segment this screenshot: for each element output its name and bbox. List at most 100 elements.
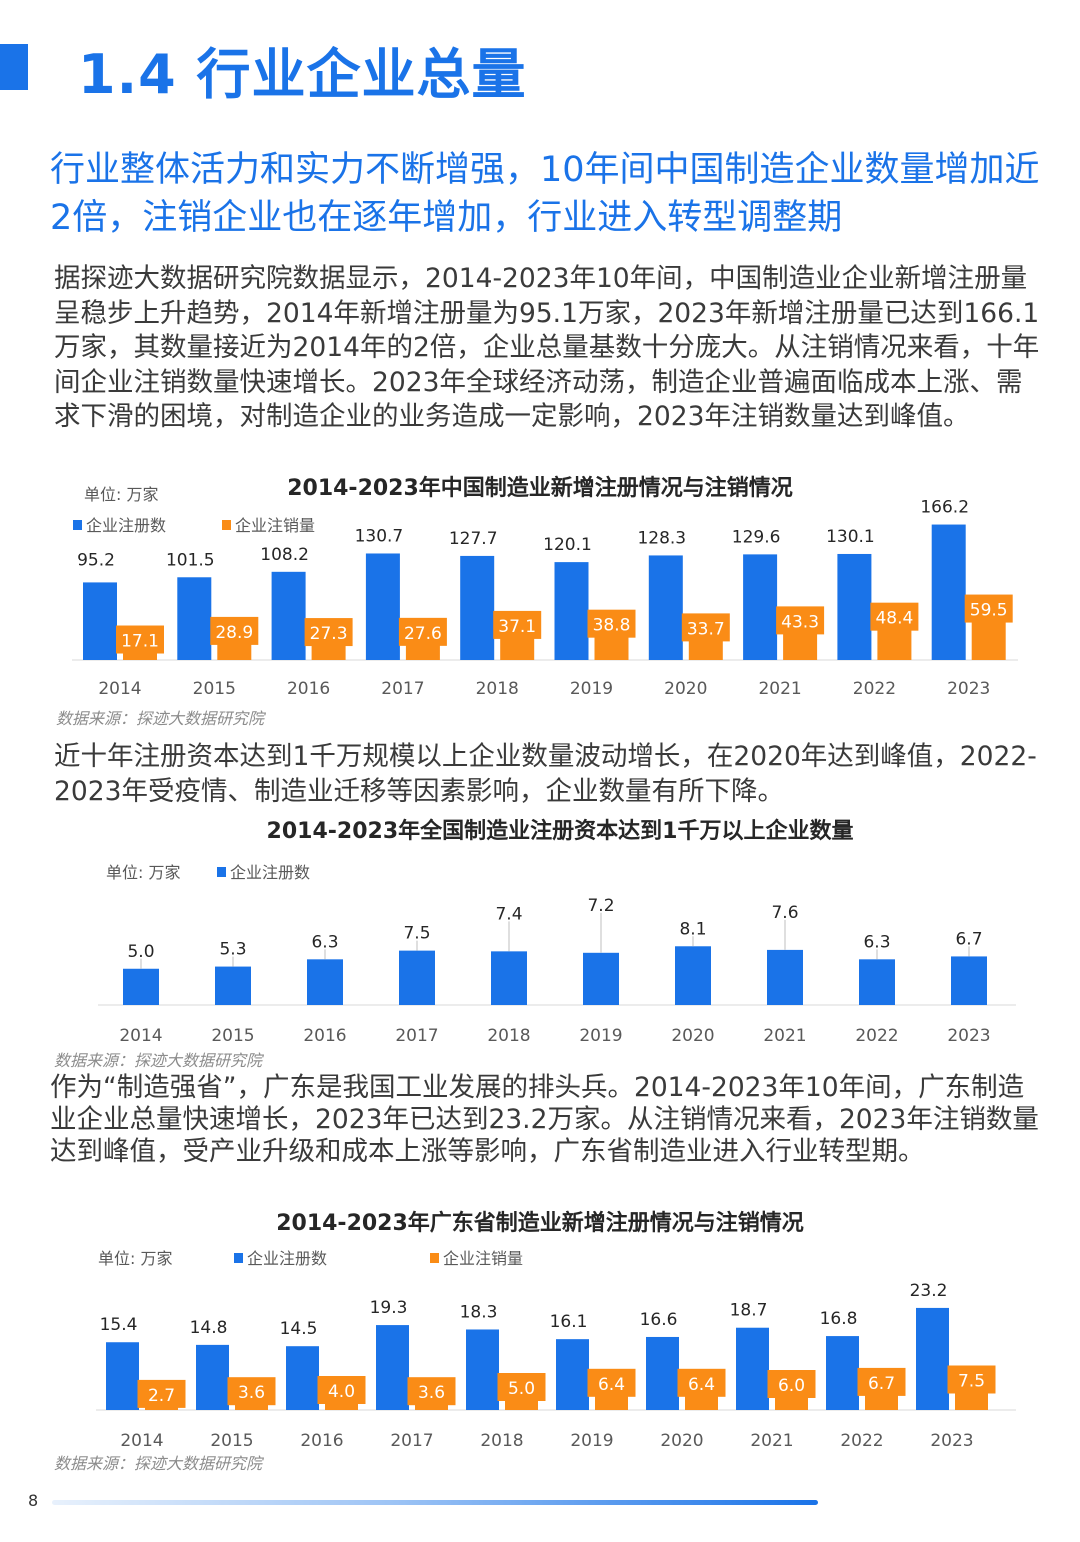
unit-label: 单位: 万家 xyxy=(98,1249,172,1268)
value-badge-cancellations xyxy=(677,1368,726,1397)
bar-registrations xyxy=(556,1339,589,1410)
heading-accent-bar xyxy=(0,44,28,90)
unit-label: 单位: 万家 xyxy=(106,863,180,882)
value-badge-cancellations xyxy=(870,602,919,631)
bar-registrations xyxy=(271,571,306,660)
legend-label: 企业注册数 xyxy=(247,1249,327,1268)
x-tick-label: 2023 xyxy=(930,1431,973,1451)
legend-label: 企业注册数 xyxy=(230,863,310,882)
bar-registrations xyxy=(931,524,966,660)
x-tick-label: 2017 xyxy=(390,1431,433,1451)
source-note: 数据来源：探迹大数据研究院 xyxy=(54,1051,265,1070)
value-badge-cancellations xyxy=(497,1373,546,1401)
paragraph-3: 作为“制造强省”，广东是我国工业发展的排头兵。2014-2023年10年间，广东… xyxy=(50,1072,1039,1167)
value-label-registrations: 16.6 xyxy=(640,1310,678,1330)
bar-registrations xyxy=(554,562,589,660)
legend-label: 企业注销量 xyxy=(235,516,315,535)
value-label-registrations: 18.3 xyxy=(460,1302,498,1322)
value-label-cancellations: 38.8 xyxy=(593,616,631,636)
bar-registrations xyxy=(399,950,435,1005)
value-label-registrations: 108.2 xyxy=(260,545,309,565)
value-badge-cancellations xyxy=(317,1376,366,1404)
value-label-registrations: 166.2 xyxy=(920,498,969,518)
value-badge-cancellations xyxy=(227,1377,276,1406)
page-number: 8 xyxy=(28,1491,39,1510)
legend-swatch-registrations xyxy=(217,867,226,877)
bar-registrations xyxy=(307,959,343,1005)
legend-swatch-cancellations xyxy=(430,1253,439,1263)
value-badge-cancellations xyxy=(137,1379,186,1408)
value-badge-cancellations xyxy=(398,617,447,646)
x-tick-label: 2018 xyxy=(487,1026,530,1046)
bar-registrations xyxy=(123,968,159,1005)
value-badge-cancellations xyxy=(964,594,1013,623)
x-tick-label: 2022 xyxy=(855,1026,898,1046)
bar-registrations xyxy=(491,951,527,1005)
x-tick-label: 2022 xyxy=(840,1431,883,1451)
bar-registrations xyxy=(286,1346,319,1410)
value-label-cancellations: 33.7 xyxy=(687,619,725,639)
value-label-registrations: 16.8 xyxy=(820,1309,858,1329)
x-tick-label: 2016 xyxy=(300,1431,343,1451)
chart-title: 2014-2023年中国制造业新增注册情况与注销情况 xyxy=(287,475,793,501)
x-tick-label: 2015 xyxy=(193,679,236,699)
value-label-cancellations: 6.7 xyxy=(868,1374,895,1394)
value-badge-cancellations xyxy=(681,613,730,642)
x-tick-label: 2018 xyxy=(476,679,519,699)
value-badge-cancellations xyxy=(767,1370,816,1398)
value-label-registrations: 130.1 xyxy=(826,527,875,547)
value-label-cancellations: 6.0 xyxy=(778,1376,805,1396)
x-tick-label: 2023 xyxy=(947,679,990,699)
value-label-registrations: 5.0 xyxy=(127,942,154,962)
paragraph-1: 据探迹大数据研究院数据显示，2014-2023年10年间，中国制造业企业新增注册… xyxy=(54,263,1040,432)
value-label-registrations: 14.5 xyxy=(280,1319,318,1339)
legend-swatch-registrations xyxy=(73,520,82,530)
x-tick-label: 2014 xyxy=(119,1026,162,1046)
bar-registrations xyxy=(916,1307,949,1410)
value-label-registrations: 14.8 xyxy=(190,1318,228,1338)
value-label-registrations: 19.3 xyxy=(370,1298,408,1318)
value-badge-cancellations xyxy=(493,610,542,639)
bar-registrations xyxy=(106,1342,139,1410)
value-label-registrations: 7.2 xyxy=(587,896,614,916)
value-label-registrations: 101.5 xyxy=(166,550,215,570)
value-label-registrations: 6.7 xyxy=(955,929,982,949)
value-label-registrations: 7.6 xyxy=(771,903,798,923)
legend-label: 企业注册数 xyxy=(86,516,166,535)
x-tick-label: 2016 xyxy=(303,1026,346,1046)
bar-cancellations xyxy=(971,616,1006,660)
value-label-registrations: 15.4 xyxy=(100,1315,138,1335)
x-tick-label: 2019 xyxy=(579,1026,622,1046)
x-tick-label: 2019 xyxy=(570,679,613,699)
bar-registrations xyxy=(460,555,495,660)
x-tick-label: 2022 xyxy=(853,679,896,699)
value-badge-cancellations xyxy=(407,1377,456,1406)
x-tick-label: 2014 xyxy=(120,1431,163,1451)
value-label-cancellations: 59.5 xyxy=(970,601,1008,621)
source-note: 数据来源：探迹大数据研究院 xyxy=(56,709,267,728)
bar-registrations xyxy=(837,553,872,660)
value-label-cancellations: 27.3 xyxy=(310,624,348,644)
value-label-registrations: 16.1 xyxy=(550,1312,588,1332)
bar-registrations xyxy=(743,554,778,660)
bar-registrations xyxy=(83,582,117,660)
unit-label: 单位: 万家 xyxy=(84,485,158,504)
value-label-cancellations: 6.4 xyxy=(688,1375,715,1395)
chart-title: 2014-2023年全国制造业注册资本达到1千万以上企业数量 xyxy=(267,818,854,844)
value-badge-cancellations xyxy=(776,606,825,635)
value-badge-cancellations xyxy=(947,1365,996,1394)
bar-registrations xyxy=(177,577,212,660)
value-label-registrations: 5.3 xyxy=(219,940,246,960)
bar-registrations xyxy=(365,553,400,660)
value-label-cancellations: 17.1 xyxy=(121,632,159,652)
legend-swatch-registrations xyxy=(234,1253,243,1263)
x-tick-label: 2020 xyxy=(664,679,707,699)
bar-registrations xyxy=(466,1329,499,1410)
legend-swatch-cancellations xyxy=(222,520,231,530)
bar-registrations xyxy=(215,966,251,1005)
x-tick-label: 2020 xyxy=(660,1431,703,1451)
value-badge-cancellations xyxy=(304,618,353,647)
bar-registrations xyxy=(951,956,987,1005)
value-badge-cancellations xyxy=(857,1367,906,1396)
